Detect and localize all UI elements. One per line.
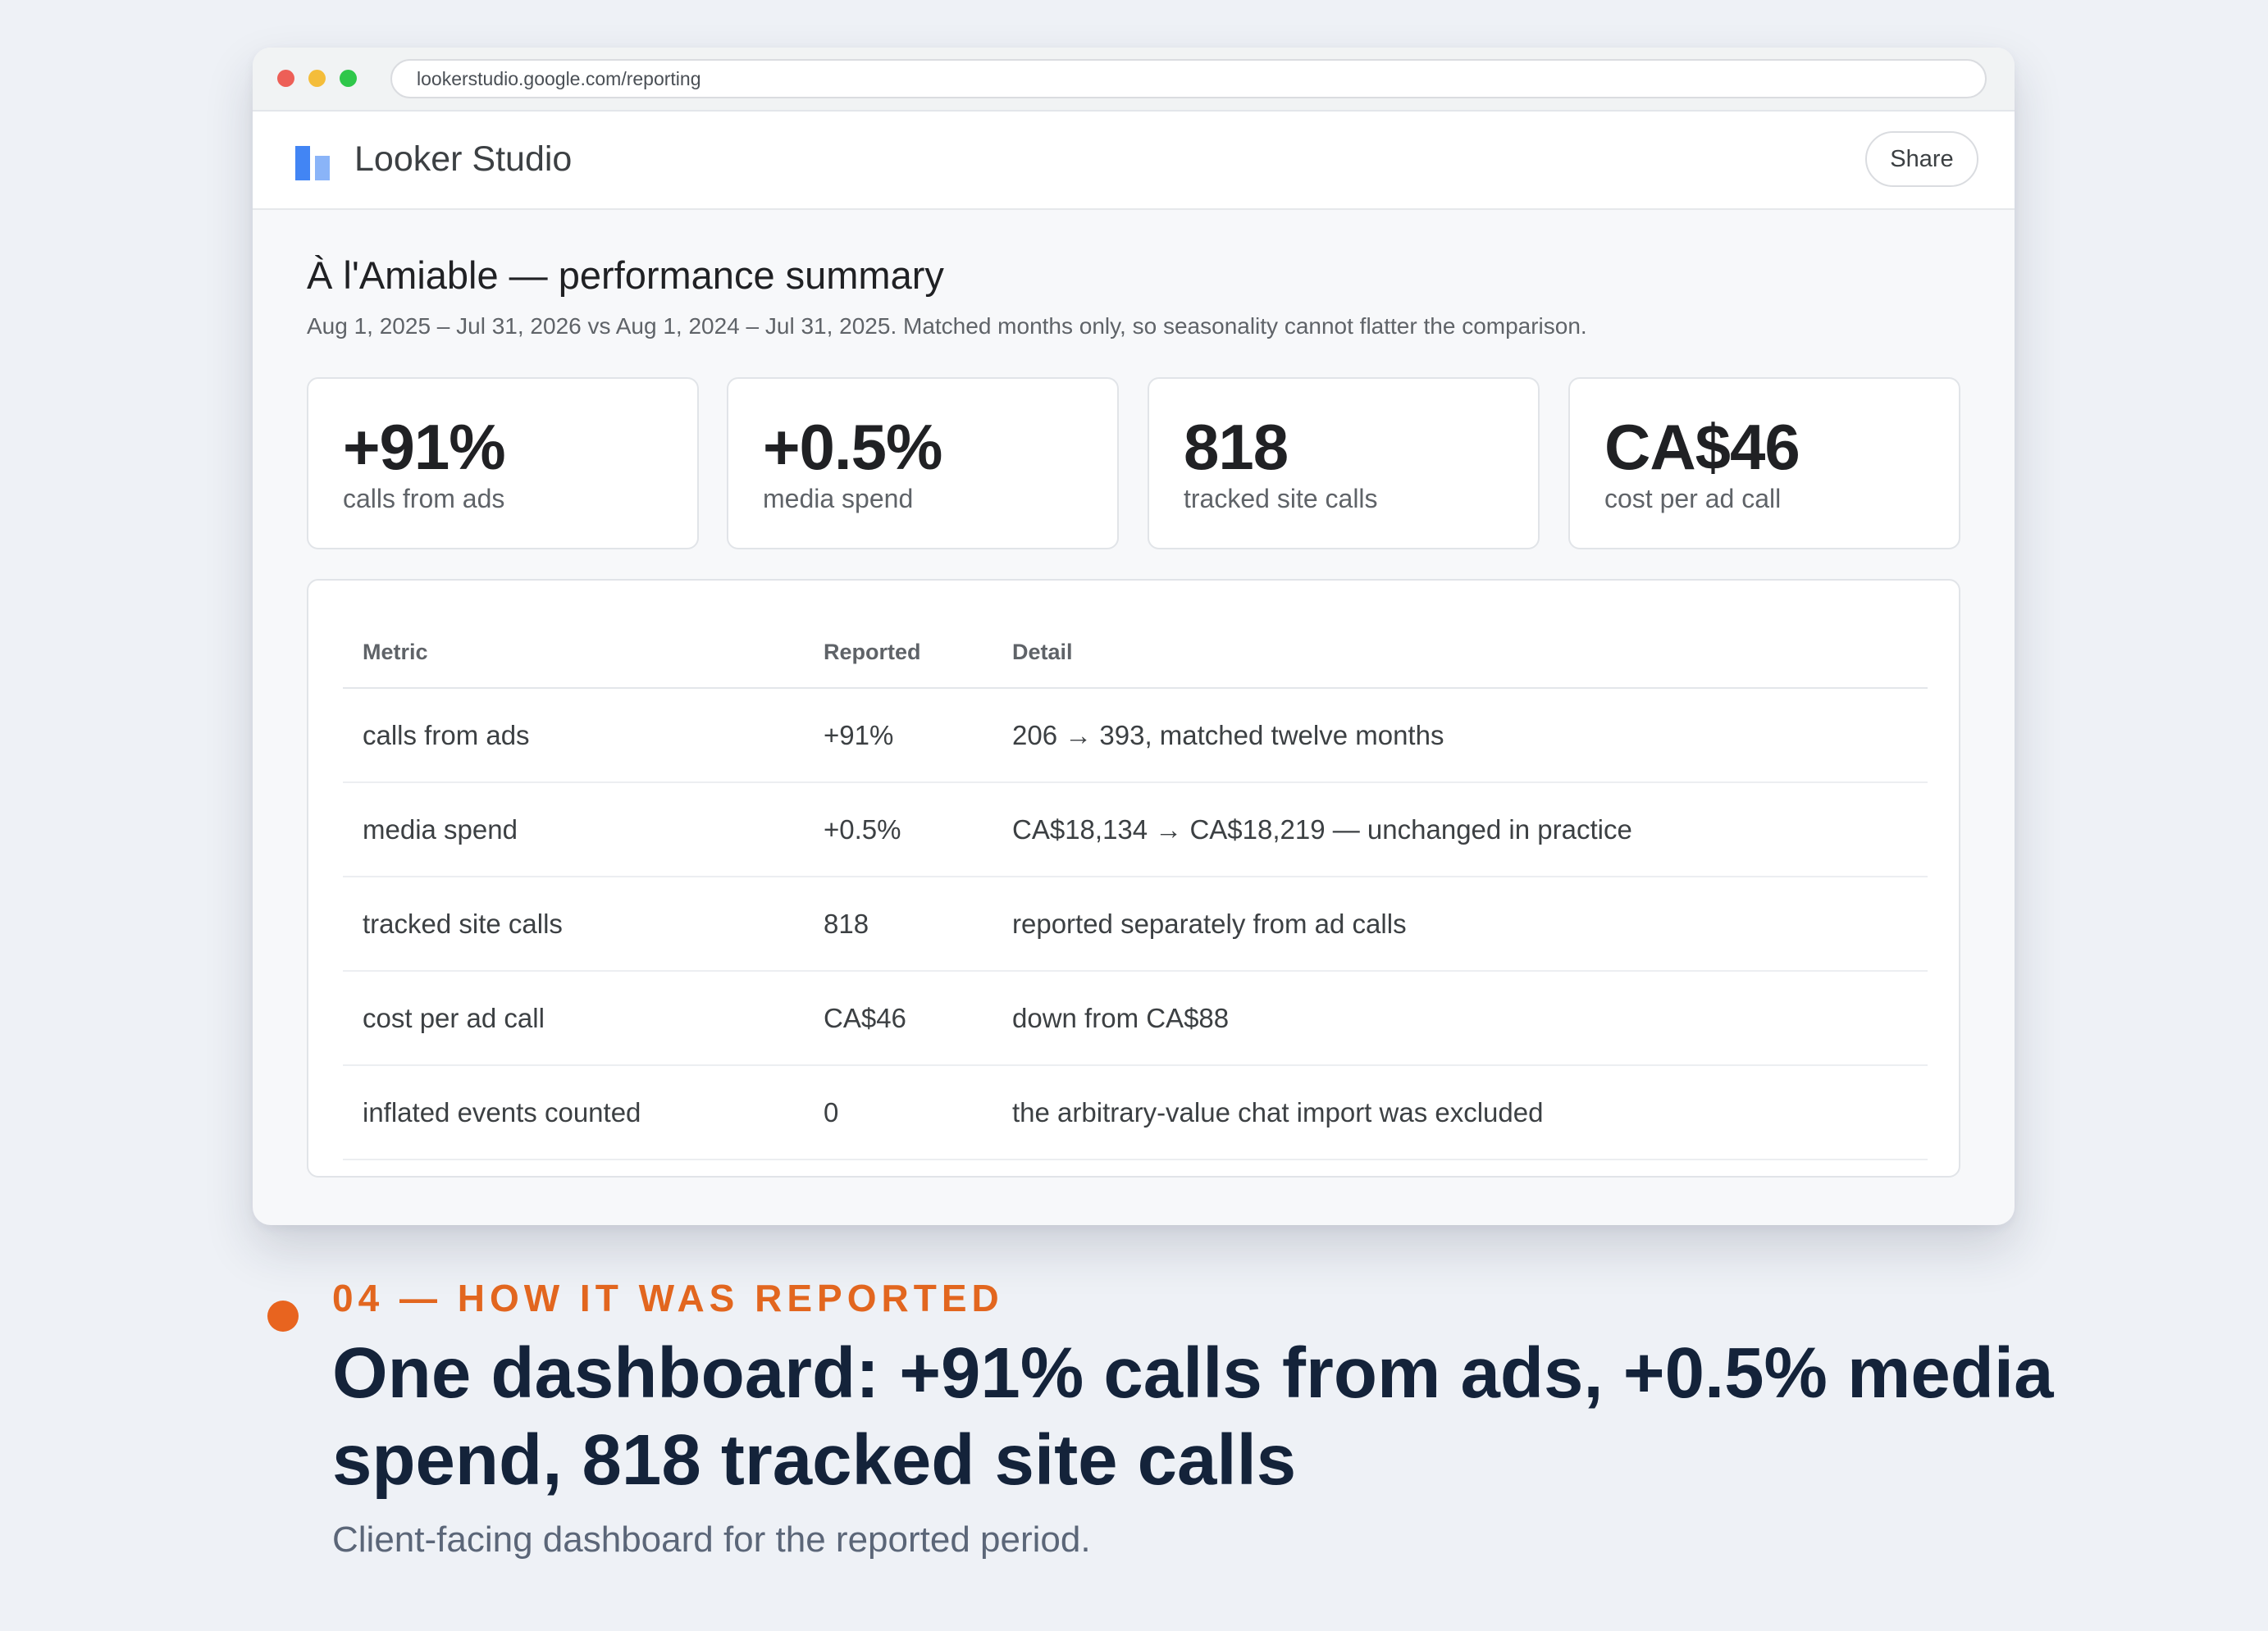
kpi-label: cost per ad call: [1604, 484, 1782, 513]
column-header-reported[interactable]: Reported: [824, 640, 921, 664]
section-caption: Client-facing dashboard for the reported…: [332, 1519, 1091, 1560]
column-header-metric[interactable]: Metric: [363, 640, 428, 664]
cell-metric: tracked site calls: [363, 909, 563, 939]
kpi-card-media-spend: +0.5% media spend: [727, 377, 1119, 549]
table-row: tracked site calls 818 reported separate…: [343, 877, 1928, 972]
app-header: Looker Studio Share: [253, 112, 2015, 210]
report-title: À l'Amiable — performance summary: [307, 253, 944, 297]
cell-reported: +0.5%: [824, 814, 901, 845]
table-row: cost per ad call CA$46 down from CA$88: [343, 972, 1928, 1066]
looker-studio-logo-icon: [295, 146, 333, 180]
section-bullet-icon: [267, 1301, 299, 1332]
report-subtitle: Aug 1, 2025 – Jul 31, 2026 vs Aug 1, 202…: [307, 313, 1587, 339]
section-headline: One dashboard: +91% calls from ads, +0.5…: [332, 1333, 2054, 1500]
cell-detail: 206 → 393, matched twelve months: [1012, 720, 1444, 750]
table-row: inflated events counted 0 the arbitrary-…: [343, 1066, 1928, 1160]
browser-titlebar: lookerstudio.google.com/reporting: [253, 48, 2015, 112]
cell-detail: reported separately from ad calls: [1012, 909, 1407, 939]
share-button[interactable]: Share: [1865, 131, 1978, 187]
kpi-value: +91%: [343, 411, 506, 483]
cell-metric: calls from ads: [363, 720, 530, 750]
metrics-table-card: Metric Reported Detail calls from ads +9…: [307, 579, 1960, 1178]
kpi-label: media spend: [763, 484, 914, 513]
cell-reported: +91%: [824, 720, 894, 750]
column-header-detail[interactable]: Detail: [1012, 640, 1073, 664]
table-row: calls from ads +91% 206 → 393, matched t…: [343, 689, 1928, 783]
metrics-table: Metric Reported Detail calls from ads +9…: [343, 613, 1928, 1160]
kpi-value: 818: [1184, 411, 1289, 483]
kpi-label: tracked site calls: [1184, 484, 1378, 513]
cell-reported: CA$46: [824, 1003, 906, 1033]
cell-detail: CA$18,134 → CA$18,219 — unchanged in pra…: [1012, 814, 1632, 845]
kpi-card-calls-from-ads: +91% calls from ads: [307, 377, 699, 549]
kpi-label: calls from ads: [343, 484, 505, 513]
kpi-card-cost-per-ad-call: CA$46 cost per ad call: [1568, 377, 1960, 549]
cell-reported: 0: [824, 1097, 839, 1128]
kpi-row: +91% calls from ads +0.5% media spend 81…: [307, 377, 1960, 549]
cell-detail: down from CA$88: [1012, 1003, 1230, 1033]
table-header-row: Metric Reported Detail: [343, 613, 1928, 689]
close-window-button[interactable]: [277, 70, 294, 87]
cell-detail: the arbitrary-value chat import was excl…: [1012, 1097, 1544, 1128]
app-title: Looker Studio: [354, 139, 573, 179]
kpi-card-tracked-site-calls: 818 tracked site calls: [1148, 377, 1540, 549]
kpi-value: +0.5%: [763, 411, 942, 483]
minimize-window-button[interactable]: [308, 70, 326, 87]
section-eyebrow: 04 — HOW IT WAS REPORTED: [332, 1277, 1004, 1319]
cell-metric: cost per ad call: [363, 1003, 545, 1033]
cell-reported: 818: [824, 909, 869, 939]
maximize-window-button[interactable]: [340, 70, 357, 87]
kpi-value: CA$46: [1604, 411, 1800, 483]
browser-window: lookerstudio.google.com/reporting Looker…: [253, 48, 2015, 1225]
address-bar[interactable]: lookerstudio.google.com/reporting: [390, 59, 1987, 98]
cell-metric: media spend: [363, 814, 518, 845]
table-row: media spend +0.5% CA$18,134 → CA$18,219 …: [343, 783, 1928, 877]
cell-metric: inflated events counted: [363, 1097, 641, 1128]
